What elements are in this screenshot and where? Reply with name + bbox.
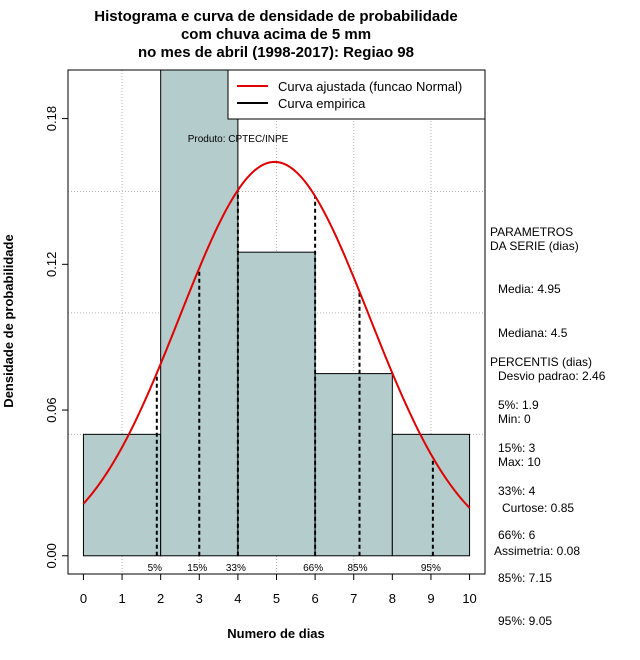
percentile-label: 15% <box>187 563 207 574</box>
percentis-66: 66%: 6 <box>498 527 536 542</box>
shape-panel: Curtose: 0.85 Assimetria: 0.08 <box>494 472 580 573</box>
x-axis-label: Numero de dias <box>227 626 325 641</box>
parametros-mediana: Mediana: 4.5 <box>498 325 568 340</box>
x-tick-label: 0 <box>80 591 87 606</box>
title-line-1: Histograma e curva de densidade de proba… <box>94 8 457 25</box>
x-tick-label: 4 <box>234 591 241 606</box>
source-note: Produto: CPTEC/INPE <box>188 134 289 145</box>
x-tick-label: 5 <box>273 591 280 606</box>
histogram-bar <box>237 251 316 557</box>
assimetria: Assimetria: 0.08 <box>494 544 581 559</box>
x-tick-label: 7 <box>350 591 357 606</box>
x-tick-label: 2 <box>157 591 164 606</box>
percentis-5: 5%: 1.9 <box>498 398 539 413</box>
parametros-max: Max: 10 <box>498 455 541 470</box>
chart-title: Histograma e curva de densidade de proba… <box>94 8 457 61</box>
x-tick-label: 3 <box>196 591 203 606</box>
x-tick-label: 6 <box>311 591 318 606</box>
percentile-lines: 5% 15% 33% 66% 85% 95% <box>148 190 441 574</box>
percentis-33: 33%: 4 <box>498 484 536 499</box>
percentile-label: 66% <box>303 563 323 574</box>
normal-curve <box>82 160 471 509</box>
y-tick-label: 0.00 <box>44 543 59 568</box>
y-axis-label: Densidade de probabilidade <box>1 234 16 407</box>
percentile-label: 95% <box>421 563 441 574</box>
histogram-bar <box>82 433 162 557</box>
legend-box <box>227 69 486 120</box>
x-tick-label: 1 <box>118 591 125 606</box>
y-tick-label: 0.06 <box>44 397 59 422</box>
percentis-95: 95%: 9.05 <box>498 614 553 629</box>
legend-label: Curva ajustada (funcao Normal) <box>278 79 462 94</box>
title-line-2: com chuva acima de 5 mm <box>181 26 371 43</box>
parametros-title: PARAMETROS DA SERIE (dias) <box>490 224 579 254</box>
curtose: Curtose: 0.85 <box>502 500 575 515</box>
percentis-85: 85%: 7.15 <box>498 570 553 585</box>
x-tick-label: 8 <box>389 591 396 606</box>
percentis-title: PERCENTIS (dias) <box>490 354 593 369</box>
parametros-panel: PARAMETROS DA SERIE (dias) Media: 4.95 M… <box>490 196 605 484</box>
y-tick-label: 0.18 <box>44 106 59 131</box>
legend-label: Curva empirica <box>278 96 366 111</box>
x-tick-label: 9 <box>427 591 434 606</box>
parametros-min: Min: 0 <box>498 412 531 427</box>
percentile-label: 5% <box>148 563 163 574</box>
parametros-desvio: Desvio padrao: 2.46 <box>498 368 606 383</box>
normal-curve-line <box>82 160 471 509</box>
percentile-label: 33% <box>226 563 246 574</box>
percentile-label: 85% <box>348 563 368 574</box>
axes: 0 1 2 3 4 5 6 7 8 9 10 0.00 0.06 0.12 0.18 Numero de di… <box>1 106 477 641</box>
percentis-panel: PERCENTIS (dias) 5%: 1.9 15%: 3 33%: 4 6… <box>490 326 592 643</box>
parametros-media: Media: 4.95 <box>498 282 561 297</box>
y-tick-label: 0.12 <box>44 252 59 277</box>
title-line-3: no mes de abril (1998-2017): Regiao 98 <box>138 44 414 61</box>
x-tick-label: 10 <box>462 591 476 606</box>
histogram-bar <box>314 373 393 557</box>
legend: Curva ajustada (funcao Normal) Curva empi… <box>227 69 486 120</box>
percentis-15: 15%: 3 <box>498 441 536 456</box>
